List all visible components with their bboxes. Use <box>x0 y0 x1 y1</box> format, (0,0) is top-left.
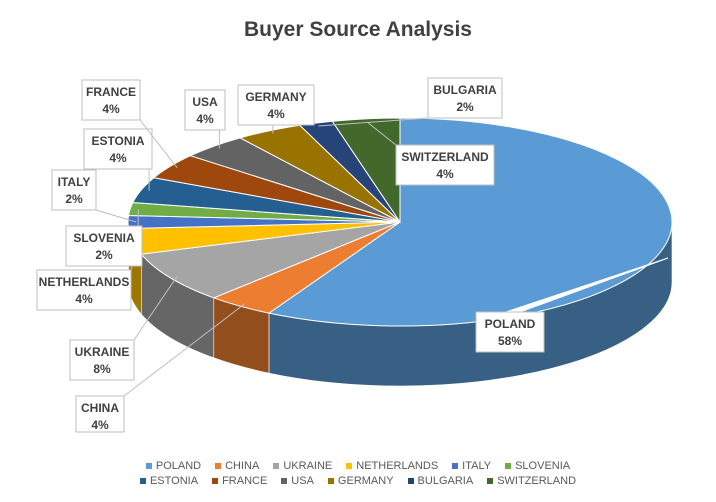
data-label-value-netherlands: 4% <box>75 292 93 306</box>
legend-label-slovenia: SLOVENIA <box>515 460 571 472</box>
data-label-name-bulgaria: BULGARIA <box>433 83 497 97</box>
data-label-name-switzerland: SWITZERLAND <box>401 150 489 164</box>
data-label-value-slovenia: 2% <box>95 248 113 262</box>
data-label-value-poland: 58% <box>498 334 522 348</box>
legend-label-poland: POLAND <box>155 460 202 472</box>
legend-label-switzerland: SWITZERLAND <box>497 475 577 487</box>
data-label-value-bulgaria: 2% <box>456 100 474 114</box>
leader-line-bulgaria <box>318 117 429 127</box>
legend-item-bulgaria: BULGARIA <box>407 475 474 487</box>
legend-label-germany: GERMANY <box>337 475 394 487</box>
data-label-name-poland: POLAND <box>485 317 536 331</box>
leader-line-france <box>139 119 178 169</box>
data-label-value-estonia: 4% <box>109 151 127 165</box>
legend-label-estonia: ESTONIA <box>149 475 199 487</box>
data-label-value-ukraine: 8% <box>93 362 111 376</box>
legend-item-netherlands: NETHERLANDS <box>346 460 438 472</box>
data-label-name-slovenia: SLOVENIA <box>73 231 135 245</box>
legend-swatch-italy <box>452 463 459 469</box>
legend-swatch-ukraine <box>273 463 280 469</box>
data-label-name-ukraine: UKRAINE <box>75 345 130 359</box>
data-label-box-ukraine <box>69 339 135 381</box>
data-label-box-usa <box>184 89 226 131</box>
legend-swatch-germany <box>327 478 334 484</box>
legend-item-slovenia: SLOVENIA <box>505 460 570 472</box>
data-label-box-germany <box>237 84 315 126</box>
legend-label-china: CHINA <box>225 460 260 472</box>
data-label-name-netherlands: NETHERLANDS <box>39 275 130 289</box>
pie-slice-poland <box>267 117 673 327</box>
data-label-name-france: FRANCE <box>86 85 136 99</box>
data-label-name-usa: USA <box>192 95 218 109</box>
legend-swatch-bulgaria <box>407 478 414 484</box>
legend-item-ukraine: UKRAINE <box>273 460 332 472</box>
data-label-box-bulgaria <box>427 77 503 119</box>
legend-item-italy: ITALY <box>452 460 491 472</box>
data-label-box-italy <box>51 169 97 211</box>
data-label-box-france <box>81 79 141 121</box>
legend-label-italy: ITALY <box>462 460 492 472</box>
legend-item-china: CHINA <box>215 460 259 472</box>
data-label-box-poland <box>475 311 545 353</box>
data-label-name-germany: GERMANY <box>245 90 306 104</box>
data-label-name-italy: ITALY <box>58 175 91 189</box>
data-label-box-slovenia <box>65 225 143 267</box>
legend-swatch-france <box>212 478 219 484</box>
legend-item-switzerland: SWITZERLAND <box>487 475 576 487</box>
legend-swatch-netherlands <box>346 463 353 469</box>
legend-swatch-usa <box>281 478 288 484</box>
pie-slice-ukraine <box>140 221 401 299</box>
legend-label-france: FRANCE <box>222 475 268 487</box>
legend: POLAND CHINA UKRAINE NETHERLANDS ITALY SLOVEN… <box>120 460 596 487</box>
pie-slice-switzerland <box>331 117 401 224</box>
data-label-name-estonia: ESTONIA <box>91 134 144 148</box>
legend-item-poland: POLAND <box>145 460 202 472</box>
legend-swatch-china <box>215 463 222 469</box>
legend-swatch-poland <box>145 463 152 469</box>
data-label-value-switzerland: 4% <box>436 167 454 181</box>
legend-label-bulgaria: BULGARIA <box>417 475 474 487</box>
data-label-box-estonia <box>83 128 153 170</box>
data-label-value-china: 4% <box>91 418 109 432</box>
legend-label-netherlands: NETHERLANDS <box>356 460 439 472</box>
legend-swatch-estonia <box>139 478 146 484</box>
data-label-value-france: 4% <box>102 102 120 116</box>
legend-item-usa: USA <box>281 475 314 487</box>
data-label-box-netherlands <box>36 269 132 311</box>
data-label-value-germany: 4% <box>267 107 285 121</box>
leader-line-ukraine <box>133 275 178 341</box>
data-label-value-usa: 4% <box>196 112 214 126</box>
data-label-box-china <box>75 395 125 433</box>
leader-line-switzerland <box>366 121 397 146</box>
chart-title: Buyer Source Analysis <box>244 18 472 41</box>
data-label-box-switzerland <box>395 144 495 186</box>
data-label-name-china: CHINA <box>81 401 119 415</box>
legend-item-germany: GERMANY <box>327 475 394 487</box>
legend-swatch-switzerland <box>487 478 494 484</box>
leader-line-italy <box>95 209 137 223</box>
legend-item-estonia: ESTONIA <box>139 475 199 487</box>
legend-label-usa: USA <box>291 475 314 487</box>
leader-line-china <box>123 303 246 397</box>
legend-item-france: FRANCE <box>212 475 267 487</box>
legend-label-ukraine: UKRAINE <box>283 460 333 472</box>
data-label-value-italy: 2% <box>65 192 83 206</box>
legend-swatch-slovenia <box>505 463 512 469</box>
